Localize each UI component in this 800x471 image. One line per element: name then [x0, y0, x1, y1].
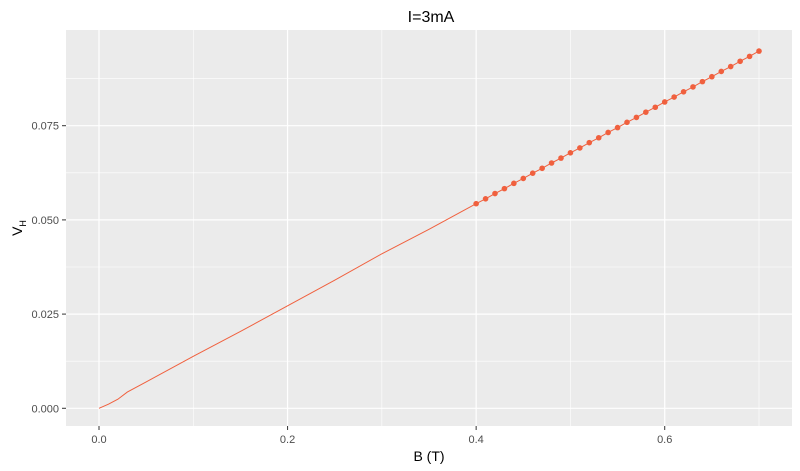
data-point [624, 119, 630, 126]
series-line-1 [98, 203, 477, 409]
data-point [539, 165, 545, 172]
data-point [577, 145, 583, 151]
data-point [586, 139, 593, 146]
x-tick-label: 0.6 [657, 434, 672, 446]
data-point [680, 88, 687, 95]
y-tick-label: 0.050 [31, 215, 59, 227]
grid-major [66, 30, 792, 426]
data-point [473, 200, 479, 207]
data-point [737, 58, 743, 65]
data-point [511, 180, 517, 187]
y-axis-title-subscript: H [18, 220, 28, 227]
data-point [727, 63, 734, 70]
data-point [595, 134, 602, 141]
grid-minor [66, 30, 792, 426]
data-point [643, 109, 649, 115]
series-layer [98, 48, 762, 409]
x-axis-title: B (T) [413, 448, 444, 464]
data-point [699, 78, 706, 85]
data-point [529, 170, 536, 176]
data-point [633, 114, 640, 121]
data-point [690, 84, 696, 90]
x-tick-label: 0.2 [280, 434, 295, 446]
data-point [548, 160, 555, 166]
data-point [746, 53, 753, 60]
data-point [501, 185, 508, 192]
y-axis-title-main: V [9, 226, 25, 236]
data-point [482, 195, 489, 202]
y-tick-label: 0.075 [31, 121, 59, 133]
data-point [709, 73, 715, 80]
y-tick-label: 0.025 [31, 309, 59, 321]
data-point [756, 48, 762, 54]
data-point [652, 104, 659, 111]
data-point [605, 129, 611, 136]
data-point [614, 124, 621, 131]
data-point [520, 175, 527, 182]
y-tick-label: 0.000 [31, 403, 59, 415]
y-axis-ticks: 0.000 0.025 0.050 0.075 [31, 121, 66, 415]
data-point [567, 150, 574, 156]
data-point [558, 155, 564, 161]
chart-title: I=3mA [408, 9, 455, 26]
x-axis-ticks: 0.0 0.2 0.4 0.6 [91, 426, 672, 446]
x-tick-label: 0.0 [91, 434, 106, 446]
data-point [671, 94, 677, 100]
x-tick-label: 0.4 [468, 434, 483, 446]
data-point [718, 68, 725, 75]
data-point [661, 99, 668, 105]
data-point [492, 190, 498, 197]
y-axis-title: VH [9, 220, 28, 236]
